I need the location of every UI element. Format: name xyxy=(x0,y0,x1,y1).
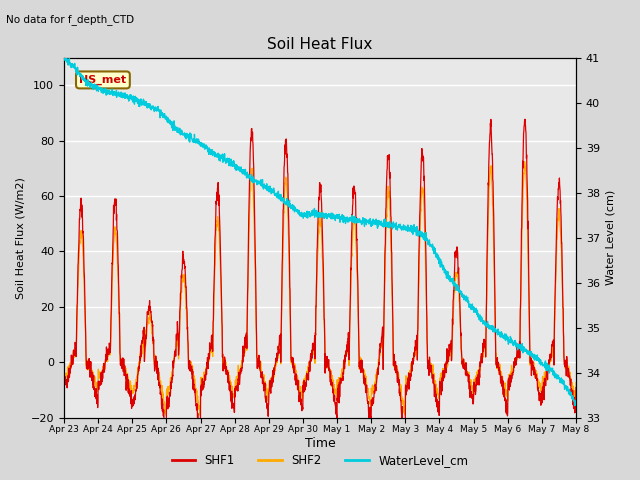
Text: HS_met: HS_met xyxy=(79,75,127,85)
Y-axis label: Soil Heat Flux (W/m2): Soil Heat Flux (W/m2) xyxy=(15,177,25,299)
X-axis label: Time: Time xyxy=(305,437,335,450)
Title: Soil Heat Flux: Soil Heat Flux xyxy=(268,37,372,52)
Legend: SHF1, SHF2, WaterLevel_cm: SHF1, SHF2, WaterLevel_cm xyxy=(167,449,473,472)
Text: No data for f_depth_CTD: No data for f_depth_CTD xyxy=(6,14,134,25)
Y-axis label: Water Level (cm): Water Level (cm) xyxy=(605,190,616,285)
